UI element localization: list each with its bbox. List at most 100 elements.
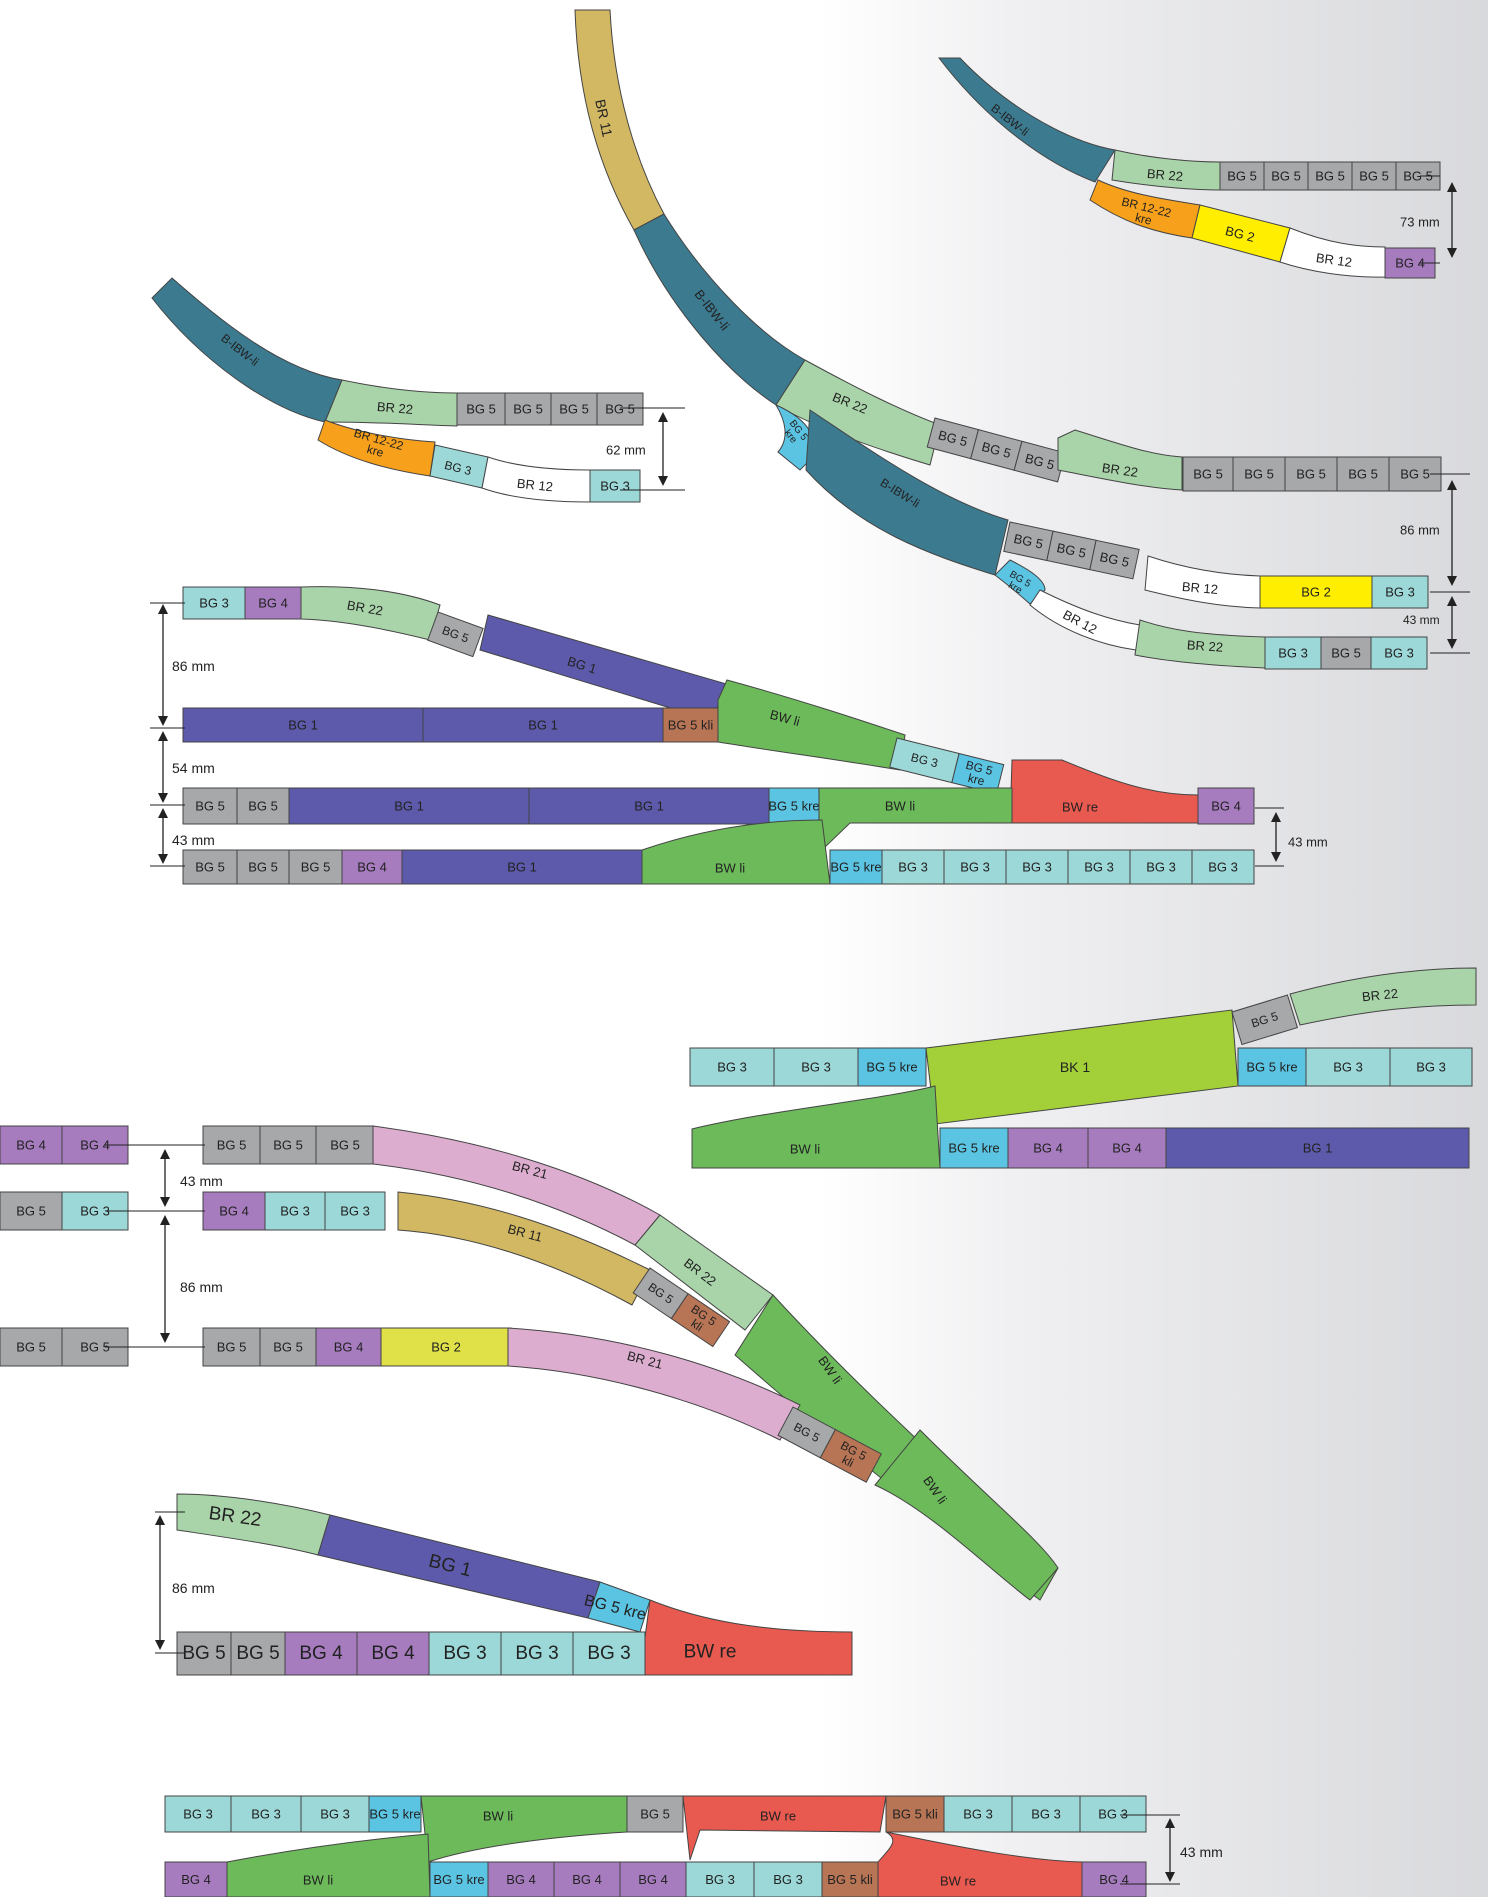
segment-bg-3: BG 3	[1191, 849, 1255, 885]
segment-label: BG 3	[1384, 646, 1414, 661]
segment-label: BG 1	[288, 718, 318, 733]
segment-label: BG 1	[1303, 1141, 1333, 1156]
segment-label: BG 5	[980, 439, 1012, 461]
segment-bg-4: BG 4	[619, 1861, 687, 1897]
segment-bg-5-kli: BG 5 kli	[885, 1795, 945, 1833]
segment-bg-3: BG 3	[689, 1047, 775, 1087]
segment-label: BR 22	[1146, 166, 1183, 184]
segment-bg-5: BG 5	[504, 392, 552, 426]
segment-bg-5: BG 5	[1046, 530, 1097, 571]
segment-label: BG 3	[1022, 860, 1052, 875]
segment-label: BG 3	[909, 750, 939, 770]
segment-bg-4: BG 4	[0, 1125, 63, 1165]
segment-label: BG 5	[80, 1340, 110, 1355]
segment-label: BG 5	[217, 1340, 247, 1355]
dimension-marker: 86 mm	[160, 1215, 223, 1343]
segment-bw-re: BW re	[1009, 759, 1199, 824]
segment-bg-5: BG 5	[202, 1125, 261, 1165]
segment-bg-5-kli: BG 5 kli	[662, 707, 719, 743]
segment-bg-4: BG 4	[1081, 1861, 1147, 1897]
segment-bg-5: BG 5	[456, 392, 506, 426]
segment-label: BG 5	[937, 427, 969, 449]
segment-label: BG 5kre	[961, 758, 994, 790]
segment-label: BG 3	[960, 860, 990, 875]
segment-label: BW re	[760, 1809, 796, 1824]
segment-bg-5-kre: BG 5 kre	[939, 1127, 1009, 1169]
segment-label: BG 4	[1033, 1141, 1063, 1156]
dimension-label: 54 mm	[172, 760, 215, 776]
segment-bg-5: BG 5	[632, 1267, 689, 1320]
segment-label: BG 1	[507, 860, 537, 875]
segment-label: BG 3	[1098, 1807, 1128, 1822]
segment-label: BG 5	[605, 402, 635, 417]
segment-label: BR 12	[1181, 579, 1218, 597]
segment-label: BG 5	[236, 1643, 279, 1664]
segment-label: BG 5	[273, 1138, 303, 1153]
segment-label: BG 5 kre	[369, 1807, 420, 1822]
segment-br-22: BR 22	[1057, 429, 1183, 491]
segment-label: BG 5 kre	[433, 1872, 484, 1887]
segment-label: BG 3	[898, 860, 928, 875]
segment-label: BR 22	[346, 597, 384, 618]
segment-bg-2: BG 2	[1259, 575, 1373, 609]
segment-label: BW li	[715, 861, 745, 876]
segment-b-ibw-li: B-IBW-li	[633, 213, 806, 406]
segment-label: BR 12	[1315, 250, 1353, 270]
segment-br-22: BR 22	[1289, 967, 1477, 1026]
dimension-label: 43 mm	[1288, 835, 1328, 850]
segment-bg-3: BG 3	[1005, 849, 1069, 885]
segment-label: BG 2	[431, 1340, 461, 1355]
segment-label: BG 5 kre	[866, 1060, 917, 1075]
segment-br-22: BR 22	[324, 379, 458, 427]
segment-bw-re: BW re	[877, 1831, 1083, 1897]
segment-bg-5: BG 5	[288, 849, 343, 885]
segment-label: BG 3	[199, 596, 229, 611]
segment-label: BG 5	[513, 402, 543, 417]
segment-bg-3: BG 3	[264, 1191, 326, 1231]
segment-bw-li: BW li	[420, 1795, 628, 1863]
segment-bg-5: BG 5	[0, 1327, 63, 1367]
segment-label: BG 5	[248, 799, 278, 814]
segment-br-22: BR 22	[1111, 149, 1221, 191]
segment-bg-5: BG 5	[1336, 456, 1390, 492]
segment-label: BG 4	[572, 1872, 602, 1887]
segment-bg-3: BG 3	[300, 1795, 370, 1833]
segment-bg-4: BG 4	[315, 1327, 382, 1367]
segment-bg-5: BG 5	[176, 1631, 232, 1676]
segment-label: BG 1	[528, 718, 558, 733]
segment-label: BG 3	[1278, 646, 1308, 661]
segment-label: BG 4	[16, 1138, 46, 1153]
segment-bg-1: BG 1	[288, 787, 530, 825]
segment-bg-3: BG 3	[1389, 1047, 1473, 1087]
segment-label: BG 3	[1084, 860, 1114, 875]
segment-label: BR 22	[1186, 637, 1223, 654]
segment-bg-3: BG 3	[773, 1047, 859, 1087]
segment-bg-5: BG 5	[182, 787, 238, 825]
segment-bg-5-kre: BG 5 kre	[857, 1047, 927, 1087]
segment-label: BG 4	[371, 1643, 415, 1664]
segment-label: BG 5	[1348, 467, 1378, 482]
dimension-label: 73 mm	[1400, 215, 1440, 230]
segment-br-22: BR 22	[300, 586, 441, 641]
segment-bg-5: BG 5	[315, 1125, 375, 1165]
segment-label: BG 4	[638, 1872, 668, 1887]
segment-bw-li: BW li	[226, 1833, 431, 1897]
segment-bk-1: BK 1	[925, 1009, 1239, 1125]
segment-bg-3: BG 3	[428, 1631, 502, 1676]
segment-bg-3: BG 3	[889, 737, 960, 784]
segment-label: BG 3	[340, 1204, 370, 1219]
segment-bg-5-kli: BG 5kli	[819, 1428, 882, 1483]
segment-bg-5: BG 5	[1182, 456, 1234, 492]
segment-bg-5: BG 5	[0, 1191, 63, 1231]
segment-label: BG 5	[1315, 169, 1345, 184]
segment-label: BG 5	[640, 1807, 670, 1822]
segment-bg-3: BG 3	[1011, 1795, 1081, 1833]
segment-bg-5: BG 5	[1320, 636, 1372, 670]
segment-label: BG 5	[16, 1340, 46, 1355]
segment-label: BG 3	[773, 1872, 803, 1887]
segment-label: BG 5	[273, 1340, 303, 1355]
segment-bg-5: BG 5	[596, 392, 644, 426]
segment-br-12: BR 12	[1144, 555, 1261, 609]
segment-label: BG 5	[301, 860, 331, 875]
